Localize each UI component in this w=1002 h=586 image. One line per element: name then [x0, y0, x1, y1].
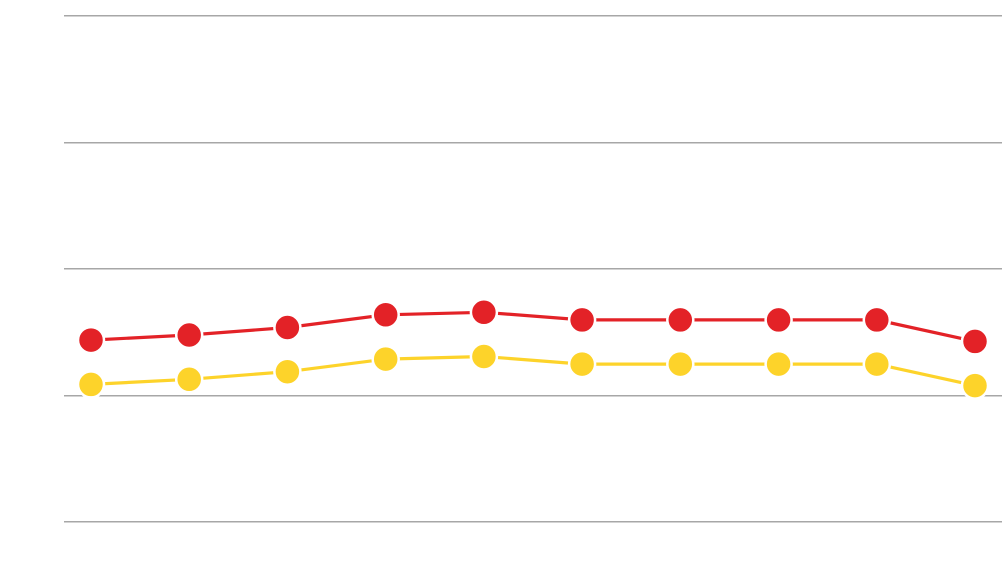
series-1-point-8	[764, 305, 793, 335]
series-1-point-1	[76, 325, 106, 355]
series-1-point-5	[469, 298, 499, 327]
series-1-point-3	[273, 313, 302, 342]
series-1-point-9	[862, 305, 892, 335]
series-2-point-7	[666, 349, 695, 379]
series-2-point-3	[273, 357, 302, 386]
series-2-point-5	[469, 342, 499, 371]
series-2-point-1	[76, 370, 106, 399]
series-2-point-6	[567, 349, 597, 379]
series-2	[76, 342, 990, 400]
series-2-line	[89, 354, 977, 388]
series-1-point-4	[371, 300, 400, 330]
series-1-point-10	[960, 327, 990, 356]
series-2-point-2	[174, 365, 204, 394]
series-2-point-8	[764, 349, 793, 379]
series-1-line	[89, 310, 977, 343]
series-group	[76, 298, 990, 400]
series-1-point-7	[666, 305, 695, 335]
gridlines	[64, 14, 1002, 523]
series-1-point-2	[174, 320, 204, 350]
series-2-point-10	[960, 371, 990, 400]
series-1-point-6	[567, 305, 597, 335]
series-2-point-9	[862, 349, 892, 379]
series-2-point-4	[371, 344, 400, 374]
series-1	[76, 298, 990, 356]
